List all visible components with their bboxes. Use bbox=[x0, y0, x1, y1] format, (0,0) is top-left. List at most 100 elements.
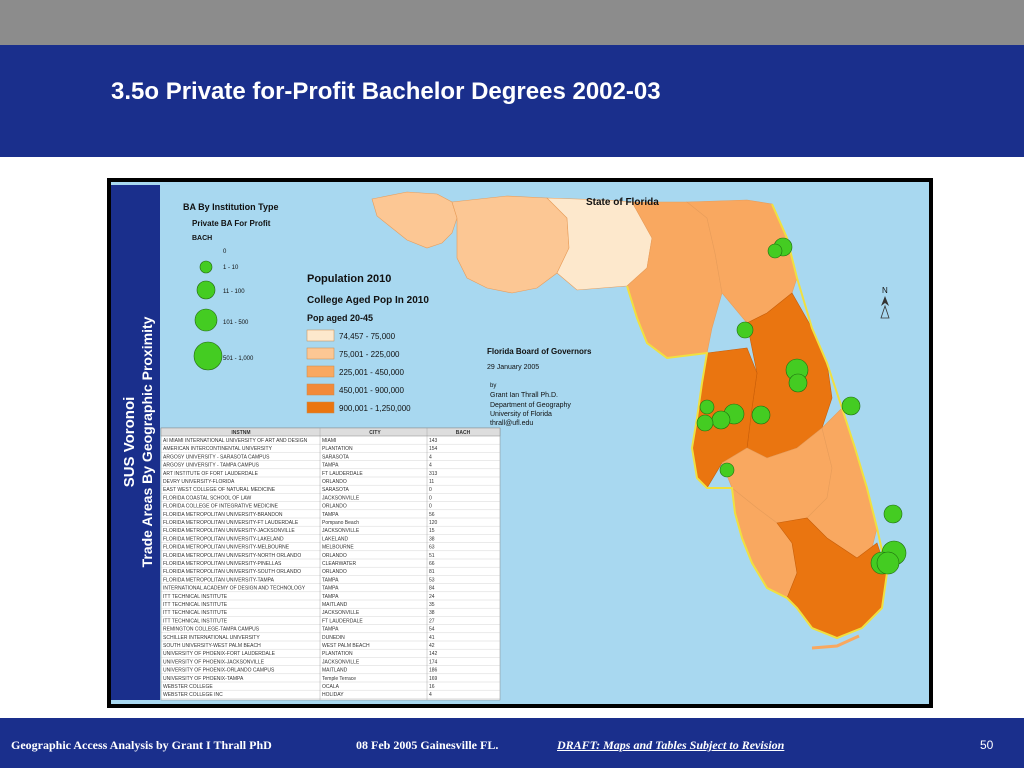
table-cell: 120 bbox=[429, 520, 438, 526]
legend-pop-class-label: 225,001 - 450,000 bbox=[339, 368, 404, 377]
table-cell: AI MIAMI INTERNATIONAL UNIVERSITY OF ART… bbox=[163, 438, 308, 444]
institution-points bbox=[696, 237, 907, 575]
legend-ba-class-4: 501 - 1,000 bbox=[223, 356, 254, 362]
table-cell: 51 bbox=[429, 553, 435, 559]
table-cell: 42 bbox=[429, 643, 435, 649]
table-cell: FLORIDA METROPOLITAN UNIVERSITY-TAMPA bbox=[163, 577, 275, 583]
legend-pop-swatch bbox=[306, 329, 335, 342]
map-sidebar bbox=[111, 185, 160, 700]
table-header-cell: BACH bbox=[456, 430, 471, 436]
table-cell: 38 bbox=[429, 610, 435, 616]
table-cell: 0 bbox=[429, 487, 432, 493]
institution-point bbox=[788, 373, 808, 393]
table-cell: 186 bbox=[429, 668, 438, 674]
table-cell: 143 bbox=[429, 438, 438, 444]
table-cell: HOLIDAY bbox=[322, 692, 344, 698]
table-cell: ITT TECHNICAL INSTITUTE bbox=[163, 594, 228, 600]
institution-point bbox=[719, 462, 735, 478]
table-cell: UNIVERSITY OF PHOENIX-FORT LAUDERDALE bbox=[163, 651, 276, 657]
legend-pop-subtitle: College Aged Pop In 2010 bbox=[307, 295, 429, 306]
table-cell: INTERNATIONAL ACADEMY OF DESIGN AND TECH… bbox=[163, 586, 306, 592]
table-cell: UNIVERSITY OF PHOENIX-TAMPA bbox=[163, 676, 244, 682]
legend-population: Population 2010 College Aged Pop In 2010… bbox=[306, 273, 429, 414]
legend-ba-class-2: 11 - 100 bbox=[223, 289, 245, 295]
table-cell: UNIVERSITY OF PHOENIX-JACKSONVILLE bbox=[163, 659, 265, 665]
table-cell: FLORIDA METROPOLITAN UNIVERSITY-NORTH OR… bbox=[163, 553, 301, 559]
table-cell: 169 bbox=[429, 676, 438, 682]
table-cell: ORLANDO bbox=[322, 553, 347, 559]
florida-map: SUS Voronoi Trade Areas By Geographic Pr… bbox=[111, 182, 929, 704]
institution-point bbox=[736, 321, 754, 339]
table-cell: 56 bbox=[429, 512, 435, 518]
table-cell: 4 bbox=[429, 692, 432, 698]
table-cell: ITT TECHNICAL INSTITUTE bbox=[163, 602, 228, 608]
legend-pop-swatch bbox=[306, 347, 335, 360]
sidebar-subtitle: Trade Areas By Geographic Proximity bbox=[139, 316, 155, 567]
legend-ba-class-3: 101 - 500 bbox=[223, 320, 249, 326]
table-cell: 53 bbox=[429, 577, 435, 583]
table-cell: 4 bbox=[429, 454, 432, 460]
table-cell: FLORIDA METROPOLITAN UNIVERSITY-BRANDON bbox=[163, 512, 283, 518]
table-cell: TAMPA bbox=[322, 594, 339, 600]
legend-pop-title: Population 2010 bbox=[307, 273, 391, 285]
table-cell: ART INSTITUTE OF FORT LAUDERDALE bbox=[163, 471, 259, 477]
region-tallahassee bbox=[546, 197, 653, 291]
table-cell: ORLANDO bbox=[322, 504, 347, 510]
table-cell: ARGOSY UNIVERSITY - TAMPA CAMPUS bbox=[163, 463, 260, 469]
table-header-cell: INSTNM bbox=[231, 430, 250, 436]
table-cell: 38 bbox=[429, 536, 435, 542]
table-cell: SCHILLER INTERNATIONAL UNIVERSITY bbox=[163, 635, 260, 641]
institutions-table: INSTNM CITY BACH AI MIAMI INTERNATIONAL UN… bbox=[160, 427, 501, 701]
institution-point bbox=[876, 551, 900, 575]
table-cell: OCALA bbox=[322, 684, 340, 690]
legend-ba-field: BACH bbox=[192, 235, 212, 242]
table-cell: FLORIDA METROPOLITAN UNIVERSITY-MELBOURN… bbox=[163, 545, 290, 551]
region-panhandle-west bbox=[371, 191, 458, 249]
table-cell: UNIVERSITY OF PHOENIX-ORLANDO CAMPUS bbox=[163, 668, 275, 674]
table-cell: 24 bbox=[429, 594, 435, 600]
florida-regions bbox=[371, 191, 889, 650]
table-cell: PLANTATION bbox=[322, 446, 353, 452]
table-cell: ARGOSY UNIVERSITY - SARASOTA CAMPUS bbox=[163, 454, 270, 460]
legend-pop-class-label: 900,001 - 1,250,000 bbox=[339, 404, 411, 413]
table-cell: ORLANDO bbox=[322, 479, 347, 485]
table-cell: WEST PALM BEACH bbox=[322, 643, 370, 649]
table-cell: 66 bbox=[429, 561, 435, 567]
table-cell: 35 bbox=[429, 602, 435, 608]
table-cell: FLORIDA METROPOLITAN UNIVERSITY-SOUTH OR… bbox=[163, 569, 301, 575]
table-cell: FLORIDA METROPOLITAN UNIVERSITY-JACKSONV… bbox=[163, 528, 295, 534]
table-cell: 174 bbox=[429, 659, 438, 665]
table-cell: JACKSONVILLE bbox=[322, 659, 360, 665]
map-frame: SUS Voronoi Trade Areas By Geographic Pr… bbox=[107, 178, 933, 708]
table-cell: MIAMI bbox=[322, 438, 336, 444]
table-cell: Temple Terrace bbox=[322, 676, 356, 682]
legend-ba-symbol-4 bbox=[193, 341, 223, 371]
institution-point bbox=[767, 243, 783, 259]
table-cell: 16 bbox=[429, 684, 435, 690]
legend-ba-symbol-1 bbox=[199, 260, 213, 274]
table-cell: 313 bbox=[429, 471, 438, 477]
legend-ba-class-0: 0 bbox=[223, 249, 227, 255]
table-cell: 41 bbox=[429, 635, 435, 641]
svg-text:N: N bbox=[882, 286, 888, 295]
table-cell: DEVRY UNIVERSITY-FLORIDA bbox=[163, 479, 235, 485]
table-cell: CLEARWATER bbox=[322, 561, 356, 567]
table-cell: WEBSTER COLLEGE INC bbox=[163, 692, 223, 698]
legend-pop-swatch bbox=[306, 365, 335, 378]
legend-ba: BA By Institution Type Private BA For Pr… bbox=[183, 202, 279, 371]
table-cell: REMINGTON COLLEGE-TAMPA CAMPUS bbox=[163, 627, 260, 633]
sidebar-title: SUS Voronoi bbox=[121, 397, 138, 488]
institution-point bbox=[699, 399, 715, 415]
footer-author: Geographic Access Analysis by Grant I Th… bbox=[11, 738, 272, 752]
table-cell: DUNEDIN bbox=[322, 635, 345, 641]
table-cell: FT LAUDERDALE bbox=[322, 618, 363, 624]
slide-header bbox=[0, 45, 1024, 157]
map-credits: Florida Board of Governors 29 January 20… bbox=[487, 347, 592, 427]
table-cell: 4 bbox=[429, 463, 432, 469]
table-cell: 81 bbox=[429, 569, 435, 575]
legend-pop-field: Pop aged 20-45 bbox=[307, 313, 373, 323]
legend-ba-title: BA By Institution Type bbox=[183, 202, 279, 212]
table-cell: AMERICAN INTERCONTINENTAL UNIVERSITY bbox=[163, 446, 273, 452]
table-cell: TAMPA bbox=[322, 627, 339, 633]
credit-email: thrall@ufl.edu bbox=[490, 420, 533, 427]
